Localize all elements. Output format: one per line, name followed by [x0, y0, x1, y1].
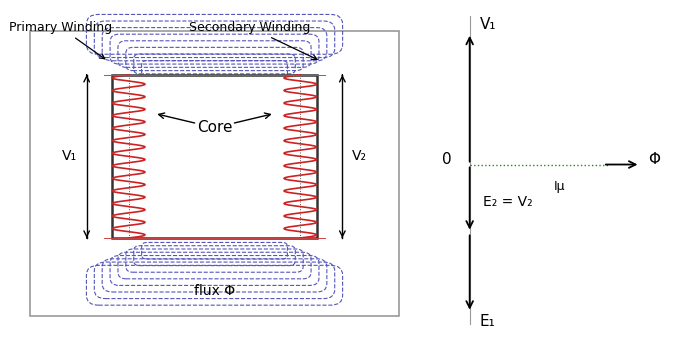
Bar: [30, 31, 399, 316]
Text: Iμ: Iμ: [554, 180, 565, 193]
Text: V₁: V₁: [62, 149, 77, 164]
Text: E₁: E₁: [479, 314, 495, 329]
Text: 0: 0: [442, 152, 452, 167]
Text: Secondary Winding: Secondary Winding: [189, 21, 317, 60]
Text: E₂ = V₂: E₂ = V₂: [483, 195, 533, 209]
Text: Primary Winding: Primary Winding: [9, 21, 112, 59]
Text: V₂: V₂: [352, 149, 367, 164]
Text: flux Φ: flux Φ: [194, 284, 235, 298]
Bar: [112, 75, 317, 238]
Text: Φ: Φ: [648, 152, 661, 167]
Text: V₁: V₁: [479, 17, 496, 32]
Text: Core: Core: [197, 120, 232, 135]
